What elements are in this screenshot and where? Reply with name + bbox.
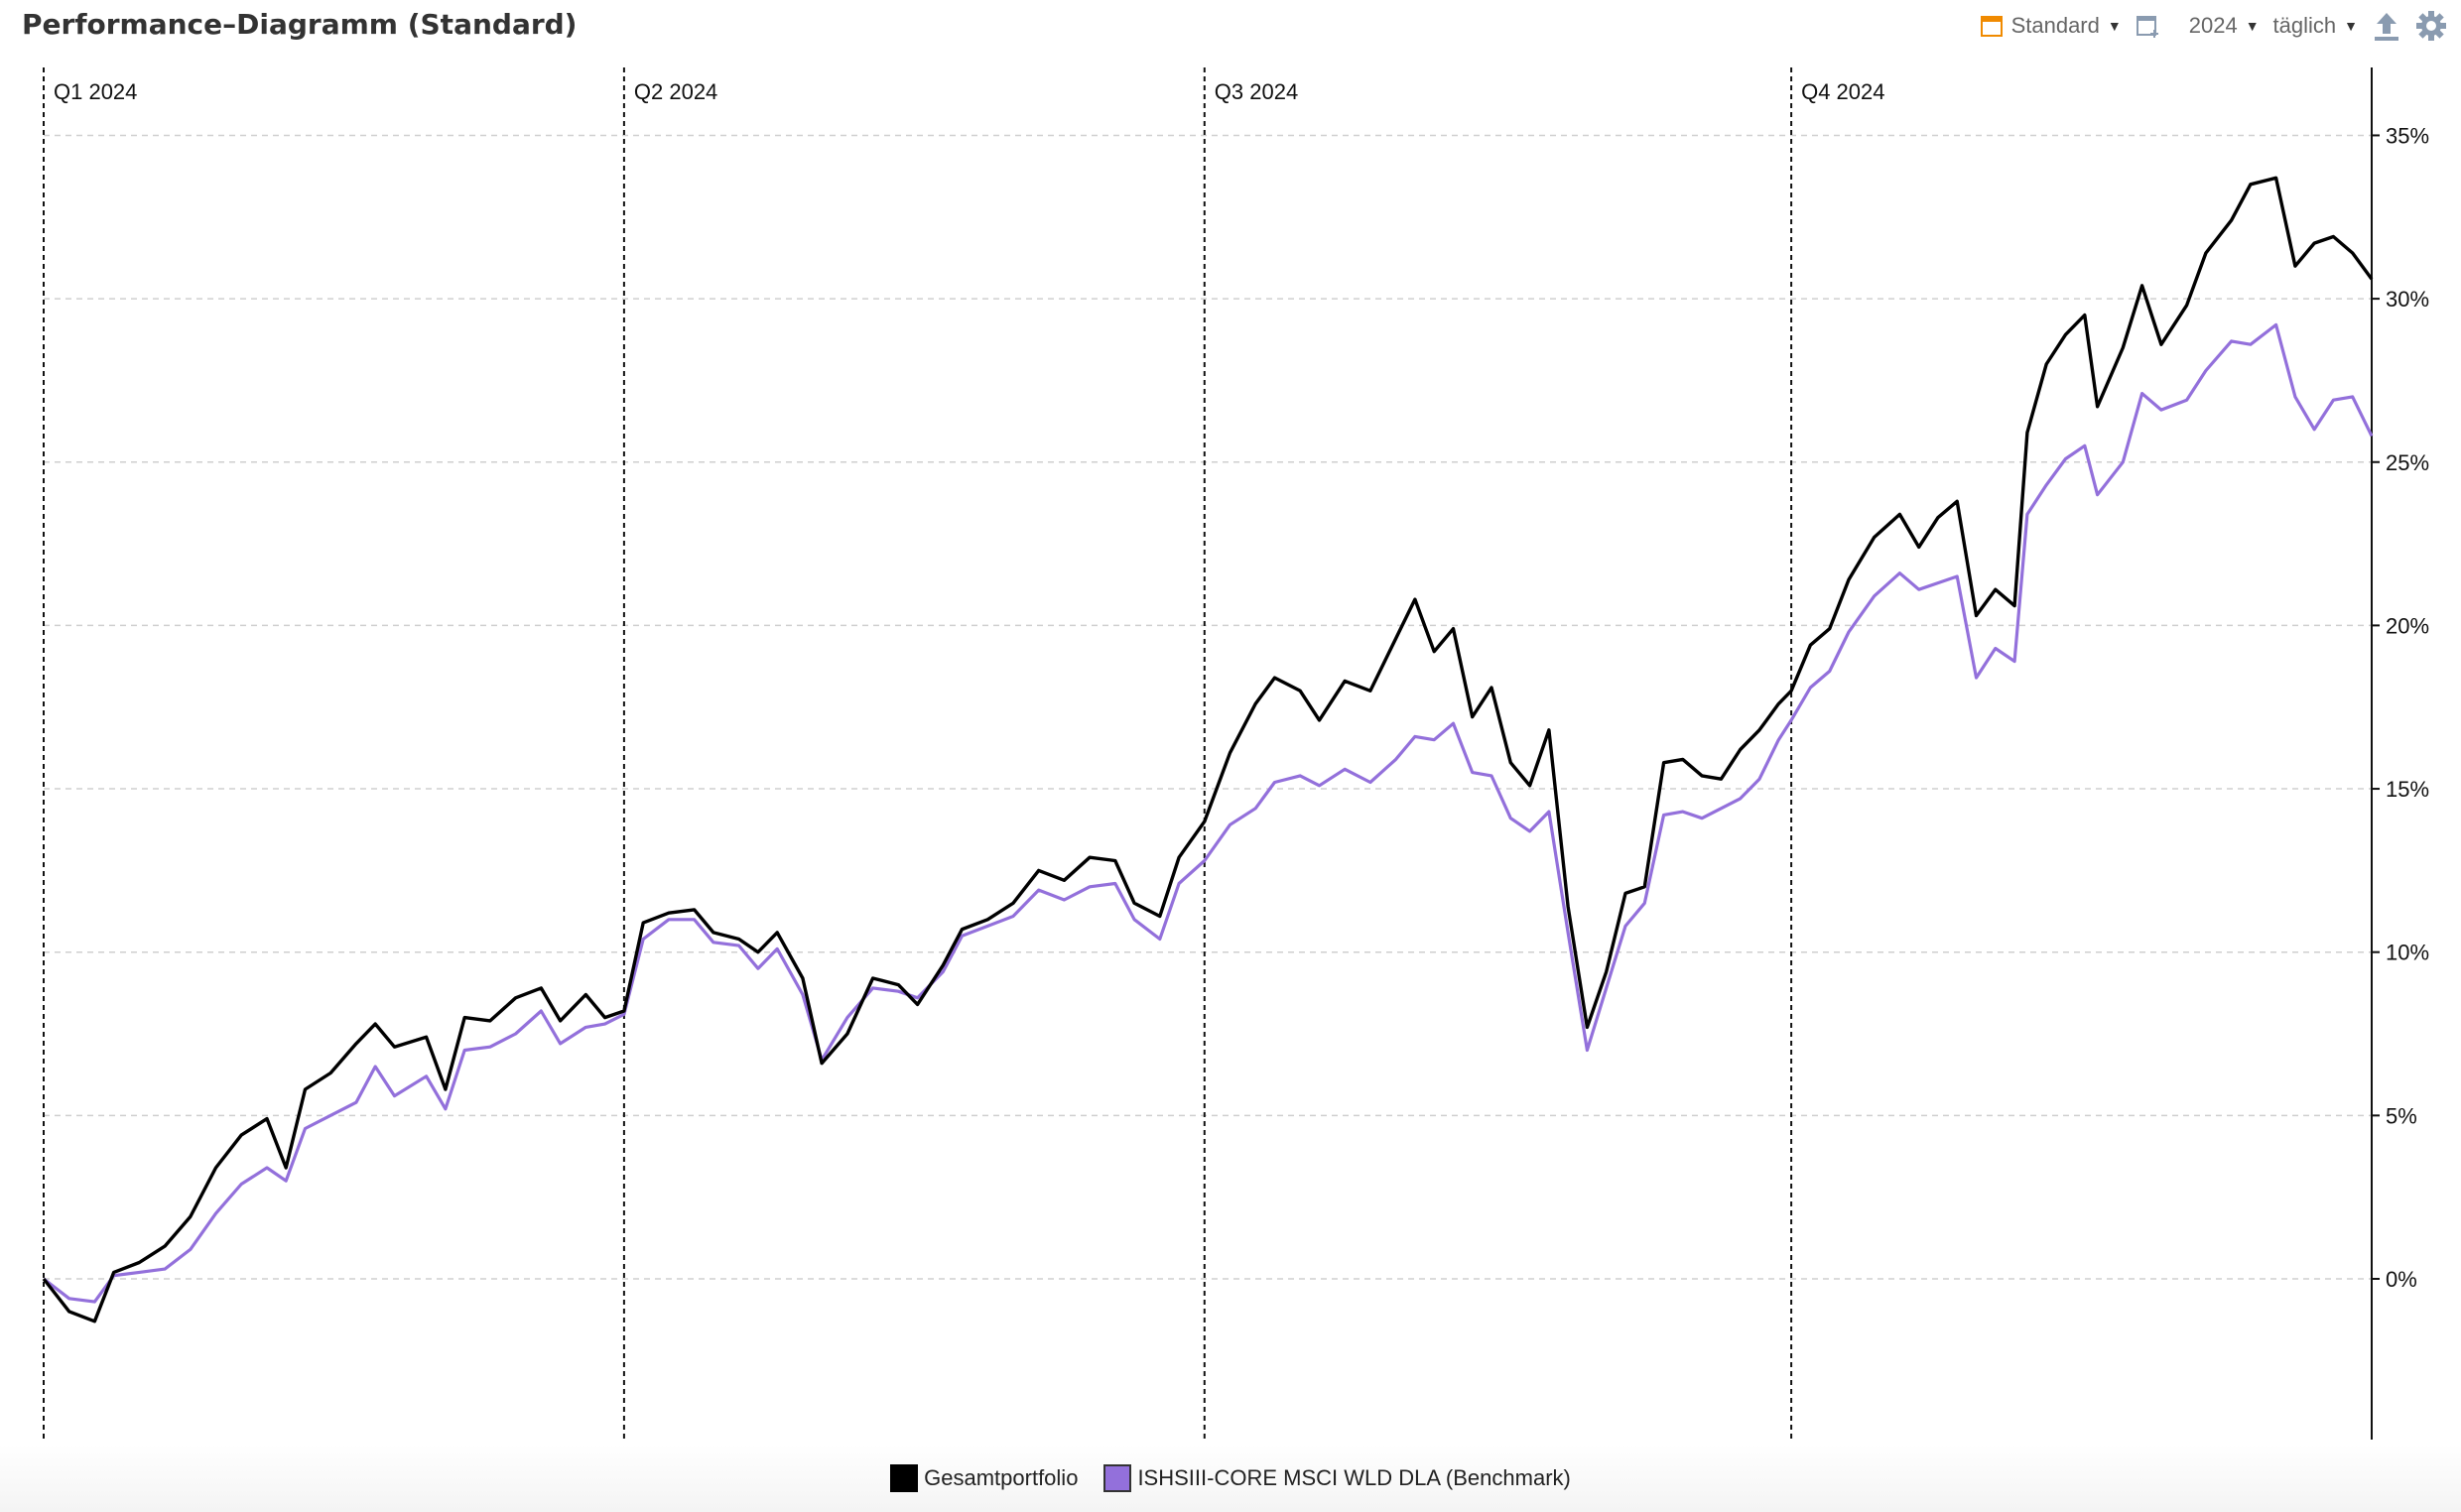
window-add-icon bbox=[2136, 13, 2161, 39]
y-tick-label: 30% bbox=[2386, 287, 2429, 312]
quarter-label: Q1 2024 bbox=[54, 79, 137, 104]
legend-item-portfolio[interactable]: Gesamtportfolio bbox=[890, 1464, 1078, 1492]
compare-button[interactable] bbox=[2136, 13, 2161, 39]
interval-select[interactable]: täglich ▼ bbox=[2273, 13, 2358, 39]
legend-swatch-portfolio bbox=[890, 1464, 919, 1492]
legend-background bbox=[0, 1445, 2461, 1512]
chevron-down-icon: ▼ bbox=[2245, 18, 2260, 34]
y-tick-label: 5% bbox=[2386, 1103, 2417, 1128]
series-line-benchmark bbox=[43, 322, 2374, 1304]
chart-toolbar: Standard ▼ 2024 ▼ täglich ▼ bbox=[1980, 6, 2447, 46]
quarter-label: Q3 2024 bbox=[1215, 79, 1298, 104]
legend-swatch-benchmark bbox=[1103, 1464, 1132, 1492]
gear-icon bbox=[2415, 10, 2447, 42]
y-tick-label: 15% bbox=[2386, 777, 2429, 802]
y-tick-label: 25% bbox=[2386, 450, 2429, 475]
legend-label-benchmark: ISHSIII-CORE MSCI WLD DLA (Benchmark) bbox=[1137, 1465, 1571, 1490]
view-select-label: Standard bbox=[2010, 13, 2100, 38]
quarter-label: Q4 2024 bbox=[1801, 79, 1884, 104]
calendar-icon bbox=[1980, 14, 2004, 38]
chart-header: Performance–Diagramm (Standard) Standard… bbox=[0, 0, 2461, 56]
performance-chart: Q1 2024 Q2 2024 Q3 2024 Q4 2024 0% 5% 10% 15% 20… bbox=[0, 56, 2461, 1445]
chevron-down-icon: ▼ bbox=[2344, 18, 2358, 34]
settings-button[interactable] bbox=[2415, 10, 2447, 42]
export-button[interactable] bbox=[2372, 10, 2401, 42]
chart-svg: Q1 2024 Q2 2024 Q3 2024 Q4 2024 0% 5% 10% 15% 20… bbox=[42, 67, 2429, 1440]
legend-item-benchmark[interactable]: ISHSIII-CORE MSCI WLD DLA (Benchmark) bbox=[1103, 1464, 1571, 1492]
quarter-label: Q2 2024 bbox=[634, 79, 717, 104]
year-select[interactable]: 2024 ▼ bbox=[2189, 13, 2260, 39]
chart-title: Performance–Diagramm (Standard) bbox=[22, 8, 578, 41]
legend-label-portfolio: Gesamtportfolio bbox=[924, 1465, 1079, 1490]
chart-legend: Gesamtportfolio ISHSIII-CORE MSCI WLD DL… bbox=[0, 1458, 2461, 1498]
view-select[interactable]: Standard ▼ bbox=[1980, 13, 2122, 39]
interval-select-label: täglich bbox=[2272, 13, 2337, 38]
chevron-down-icon: ▼ bbox=[2107, 18, 2122, 34]
series-line-portfolio bbox=[42, 176, 2374, 1323]
y-tick-label: 35% bbox=[2386, 123, 2429, 148]
y-tick-label: 20% bbox=[2386, 613, 2429, 638]
y-tick-label: 0% bbox=[2386, 1267, 2417, 1292]
y-tick-label: 10% bbox=[2386, 941, 2429, 965]
upload-icon bbox=[2372, 10, 2401, 42]
year-select-label: 2024 bbox=[2188, 13, 2238, 38]
